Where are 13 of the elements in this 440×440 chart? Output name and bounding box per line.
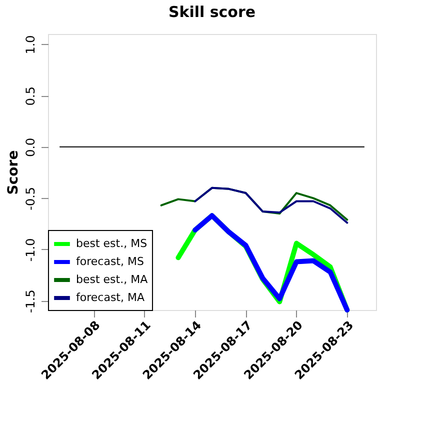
- line-series: [194, 186, 348, 224]
- y-tick-label: -1.5: [24, 290, 38, 313]
- y-tick-label: -1.0: [24, 238, 38, 262]
- y-axis-title: Score: [6, 150, 22, 195]
- y-tick-label: -0.5: [24, 186, 38, 210]
- legend-label: forecast, MA: [76, 291, 145, 304]
- y-tick-label: 0.5: [24, 86, 38, 106]
- legend-label: forecast, MS: [76, 255, 144, 268]
- y-tick-label: 0.0: [24, 138, 38, 157]
- chart-title: Skill score: [168, 3, 256, 21]
- y-tick-label: 1.0: [24, 35, 38, 54]
- legend-label: best est., MA: [76, 273, 148, 286]
- legend-label: best est., MS: [76, 237, 148, 250]
